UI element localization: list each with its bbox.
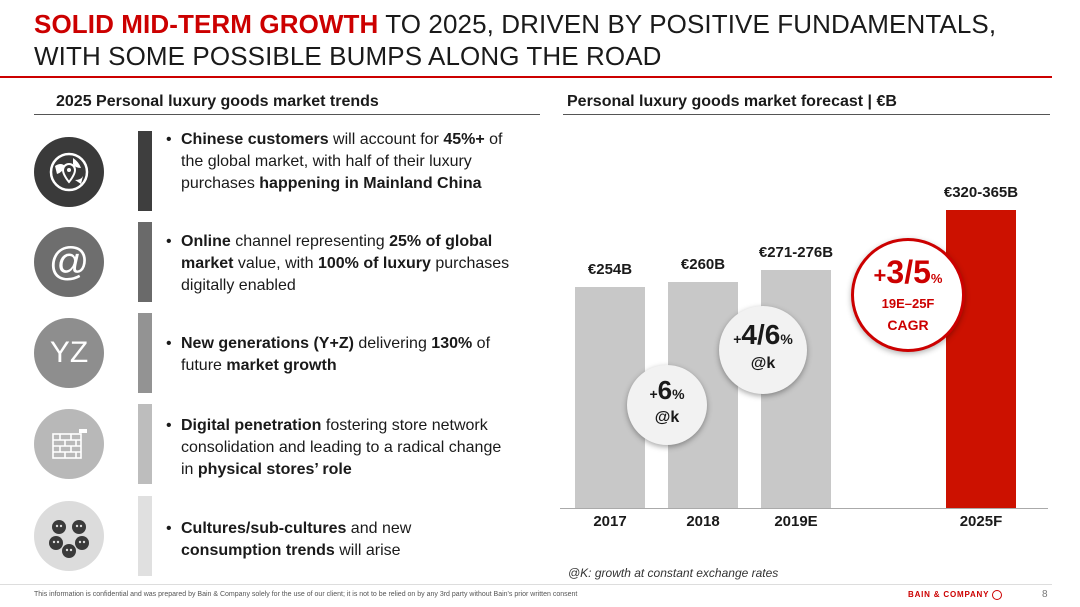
left-section-rule	[34, 114, 540, 115]
x-tick-label: 2025F	[959, 513, 1003, 530]
trend-bar-3	[138, 313, 152, 393]
growth-bubble-1: +6% @k	[627, 365, 707, 445]
bullet-text-segment: channel representing	[230, 233, 390, 250]
trend-bar-5	[138, 496, 152, 576]
left-section-heading: 2025 Personal luxury goods market trends	[56, 93, 379, 110]
bullet-text-segment: consumption trends	[181, 542, 335, 559]
slide-title: SOLID MID-TERM GROWTH TO 2025, DRIVEN BY…	[34, 8, 996, 72]
bullet-text-segment: 25% of global market	[181, 233, 493, 272]
trend-bullet-2: • Online channel representing 25% of glob…	[166, 233, 510, 294]
bullet-text-segment: 45%+	[443, 131, 485, 148]
trend-bullet-5: • Cultures/sub-cultures and new consumpti…	[166, 520, 412, 559]
bullet-text-segment: New generations (Y+Z)	[181, 335, 354, 352]
bullet-text-segment: Chinese customers	[181, 131, 329, 148]
bullet-text-segment: Online	[181, 233, 231, 250]
x-tick-label: 2018	[686, 513, 720, 530]
chart-footnote: @K: growth at constant exchange rates	[568, 566, 779, 580]
trend-bullet-4: • Digital penetration fostering store net…	[166, 417, 502, 478]
bar-value-label: €254B	[587, 261, 633, 278]
people-faces-icon	[34, 501, 104, 571]
bar-value-label: €320-365B	[943, 184, 1019, 201]
title-rest: TO 2025, DRIVEN BY POSITIVE FUNDAMENTALS…	[378, 9, 997, 39]
yz-generations-icon: YZ	[34, 318, 104, 388]
right-section-rule	[563, 114, 1050, 115]
brand-logo: BAIN & COMPANY	[908, 590, 1003, 600]
bullet-text-segment: will account for	[328, 131, 444, 148]
bullet-text-segment: 100% of luxury	[317, 255, 431, 272]
x-tick-label: 2017	[593, 513, 627, 530]
bullet-text-segment: physical stores’ role	[197, 461, 352, 478]
growth-bubble-2: +4/6% @k	[719, 306, 807, 394]
market-forecast-chart: €254B 2017 €260B 2018 €271-276B 2019E €320-365…	[560, 120, 1060, 540]
bar-2025f	[946, 210, 1016, 508]
bullet-text-segment: will arise	[334, 542, 401, 559]
store-brick-icon	[34, 409, 104, 479]
trend-bar-4	[138, 404, 152, 484]
title-accent: SOLID MID-TERM GROWTH	[34, 9, 379, 39]
bar-value-label: €260B	[680, 255, 726, 273]
x-tick-label: 2019E	[774, 513, 818, 530]
bullet-text-segment: delivering	[353, 335, 432, 352]
bullet-text-segment: Digital penetration	[181, 417, 322, 434]
title-line2: WITH SOME POSSIBLE BUMPS ALONG THE ROAD	[34, 41, 662, 71]
bullet-text-segment: purchases digitally enabled	[181, 255, 510, 294]
bullet-text-segment: value, with	[233, 255, 318, 272]
confidential-notice: This information is confidential and was…	[34, 591, 578, 598]
at-sign-icon: @	[34, 227, 104, 297]
bar-value-label: €271-276B	[758, 244, 834, 262]
bullet-text-segment: fostering store network consolidation an…	[181, 417, 502, 478]
bullet-text-segment: Cultures/sub-cultures	[181, 520, 347, 537]
right-section-heading: Personal luxury goods market forecast | …	[567, 93, 897, 110]
footer-divider	[0, 584, 1052, 585]
bullet-text-segment: of the global market, with half of their…	[181, 131, 503, 192]
bullet-text-segment: and new	[346, 520, 412, 537]
trend-bar-2	[138, 222, 152, 302]
trend-bar-1	[138, 131, 152, 211]
bullet-text-segment: market growth	[226, 357, 337, 374]
bullet-text-segment: of future	[181, 335, 491, 374]
growth-bubble-3: +3/5% 19E–25F CAGR	[851, 238, 965, 352]
globe-pin-icon	[34, 137, 104, 207]
page-number: 8	[1042, 589, 1048, 600]
trend-bullet-1: • Chinese customers will account for 45%+…	[166, 131, 503, 192]
title-divider	[0, 76, 1052, 78]
bullet-text-segment: 130%	[431, 335, 473, 352]
x-axis-line	[560, 508, 1048, 509]
bullet-text-segment: happening in Mainland China	[259, 175, 482, 192]
trend-bullet-3: • New generations (Y+Z) delivering 130% o…	[166, 335, 491, 374]
